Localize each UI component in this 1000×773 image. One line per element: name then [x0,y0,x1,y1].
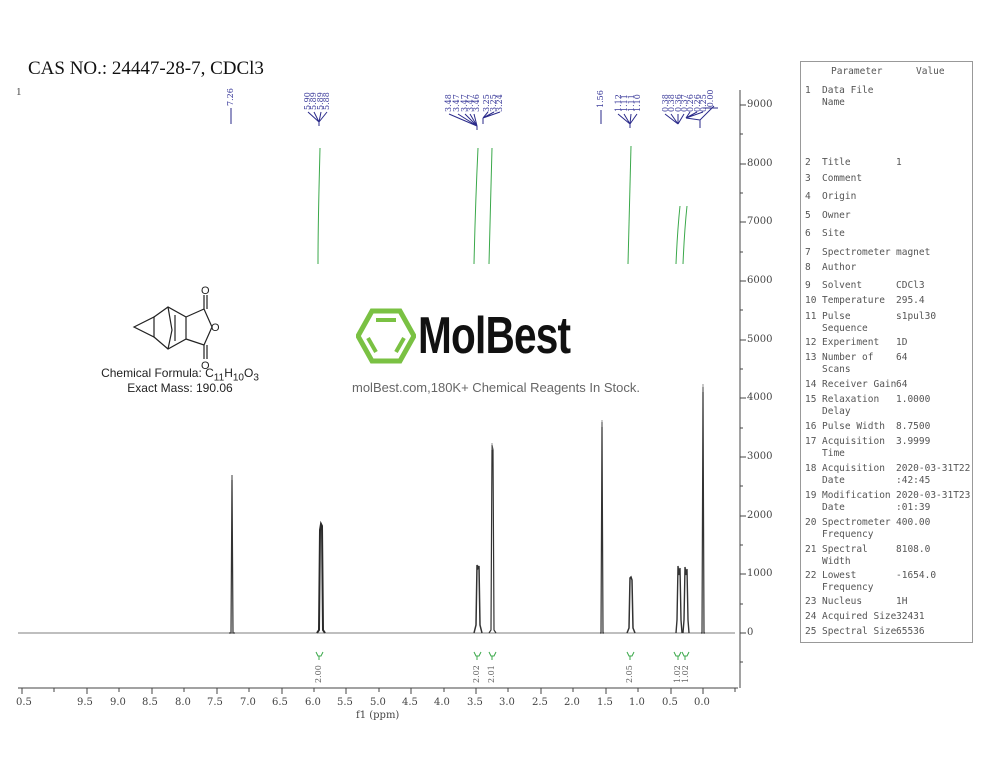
integration-brackets [315,651,690,660]
integration-value: 2.05 [625,665,634,683]
integration-curves [317,145,688,265]
y-tick-label: 6000 [747,275,773,286]
peak-label: -0.00 [706,89,715,110]
x-tick-label: 2.0 [564,697,580,708]
peak-tms [701,386,705,634]
peak-label: 3.46 [472,94,481,112]
x-axis-ticks [21,688,736,694]
molbest-logo-icon [356,308,416,364]
peak-3.25 [488,444,497,634]
x-tick-label: 3.5 [467,697,483,708]
integral-0.26 [682,205,688,265]
x-tick-label: 5.0 [370,697,386,708]
peak-0.26 [682,566,690,634]
y-axis-ticks [740,104,746,663]
peak-0.37 [675,565,683,634]
x-tick-label: 3.0 [499,697,515,708]
integration-value: 2.02 [472,665,481,683]
y-tick-label: 1000 [747,568,773,579]
x-axis-title: f1 (ppm) [356,710,400,721]
peak-7.26 [229,474,235,634]
integral-3.25 [488,147,493,265]
x-tick-label: 2.5 [532,697,548,708]
spectrum-title: CAS NO.: 24447-28-7, CDCl3 [28,58,264,79]
chemical-formula: Chemical Formula: C11H10O3 [101,366,259,384]
y-tick-label: 4000 [747,392,773,403]
y-tick-label: 8000 [747,158,773,169]
peak-label: 1.10 [633,94,642,112]
integration-value: 2.00 [314,665,323,683]
y-tick-label: 5000 [747,334,773,345]
exact-mass: Exact Mass: 190.06 [127,381,233,395]
spectrum-peaks [229,386,705,634]
svg-text:O: O [211,322,220,334]
y-tick-label: 0 [747,627,754,638]
x-tick-label: 4.5 [402,697,418,708]
x-tick-label: 0.0 [694,697,710,708]
header-parameter: Parameter [831,66,883,77]
integral-0.37 [675,205,681,265]
x-tick-label: 7.5 [207,697,223,708]
parameter-table: Parameter Value 1 Data File Name 2 Title 1 … [800,61,973,643]
integration-value: 2.01 [487,665,496,683]
x-tick-label: 9.5 [77,697,93,708]
peak-label: 5.88 [322,92,331,110]
parameter-table-header: Parameter Value [801,66,972,80]
peak-1.56 [600,421,604,634]
watermark-tagline: molBest.com,180K+ Chemical Reagents In S… [352,380,640,395]
x-tick-label: 5.5 [337,697,353,708]
y-tick-label: 3000 [747,451,773,462]
svg-text:O: O [201,360,210,372]
peak-1.11 [626,575,636,634]
x-tick-label: 1.0 [629,697,645,708]
x-tick-label: 7.0 [240,697,256,708]
peak-5.89 [316,520,326,634]
x-tick-label: 8.5 [142,697,158,708]
x-tick-label: 6.5 [272,697,288,708]
x-tick-label: 1.5 [597,697,613,708]
integral-3.47 [473,147,479,265]
integral-1.11 [627,145,632,265]
svg-text:O: O [201,285,210,297]
peak-label: 1.56 [596,90,605,108]
x-tick-label: 6.0 [305,697,321,708]
peak-label: 3.24 [495,94,504,112]
watermark-brand: MolBest [418,307,571,365]
x-tick-label: 0.5 [662,697,678,708]
x-tick-label: 8.0 [175,697,191,708]
integration-value: 1.02 [681,665,690,683]
header-value: Value [916,66,945,77]
x-tick-label: 4.0 [434,697,450,708]
y-tick-label: 9000 [747,99,773,110]
x-tick-label: 9.0 [110,697,126,708]
x-tick-label: 0.5 [16,697,32,708]
chemical-structure: O O O [132,285,220,372]
y-tick-label: 2000 [747,510,773,521]
peak-label-connectors [230,105,718,130]
integral-5.89 [317,147,321,265]
peak-3.47 [473,564,483,634]
peak-label: 7.26 [226,88,235,106]
spectrum-label: 1 [16,86,22,98]
y-tick-label: 7000 [747,216,773,227]
